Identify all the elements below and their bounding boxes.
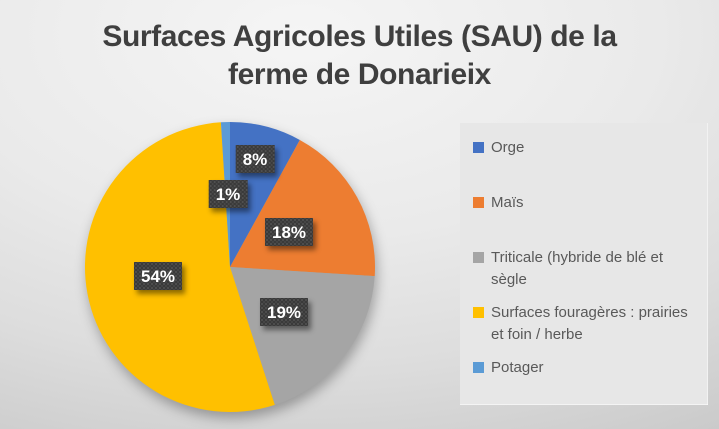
legend-marker-potager bbox=[473, 362, 484, 373]
legend-panel: Orge Maïs Triticale (hybride de blé et sèg… bbox=[460, 123, 708, 405]
legend-item-triticale: Triticale (hybride de blé et sègle bbox=[473, 247, 701, 291]
data-label-potager: 1% bbox=[209, 180, 248, 208]
data-label-orge: 8% bbox=[236, 145, 275, 173]
legend-item-fourrageres: Surfaces fouragères : prairies et foin /… bbox=[473, 302, 701, 346]
legend-items: Orge Maïs Triticale (hybride de blé et sèg… bbox=[460, 123, 708, 405]
legend-label-triticale: Triticale (hybride de blé et sègle bbox=[491, 249, 664, 288]
legend-label-orge: Orge bbox=[491, 139, 525, 156]
legend-item-mais: Maïs bbox=[473, 192, 701, 214]
legend-label-potager: Potager bbox=[491, 359, 544, 376]
data-label-triticale: 19% bbox=[260, 298, 308, 326]
data-label-mais: 18% bbox=[265, 218, 313, 246]
data-label-fourrageres: 54% bbox=[134, 262, 182, 290]
legend-marker-triticale bbox=[473, 252, 484, 263]
legend-item-orge: Orge bbox=[473, 137, 701, 159]
legend-item-potager: Potager bbox=[473, 357, 701, 379]
pie-slice-triticale bbox=[230, 267, 375, 405]
legend-marker-fourrageres bbox=[473, 307, 484, 318]
pie-slice-fourrageres bbox=[84, 122, 275, 413]
pie-slices bbox=[84, 122, 375, 413]
legend-label-mais: Maïs bbox=[491, 194, 524, 211]
legend-label-fourrageres: Surfaces fouragères : prairies et foin /… bbox=[491, 304, 688, 343]
legend-marker-mais bbox=[473, 197, 484, 208]
chart-title: Surfaces Agricoles Utiles (SAU) de la fe… bbox=[0, 18, 719, 94]
chart-title-line-2: ferme de Donarieix bbox=[228, 58, 491, 91]
legend-marker-orge bbox=[473, 142, 484, 153]
pie-slice-mais bbox=[230, 139, 375, 277]
chart-title-line-1: Surfaces Agricoles Utiles (SAU) de la bbox=[102, 20, 617, 53]
